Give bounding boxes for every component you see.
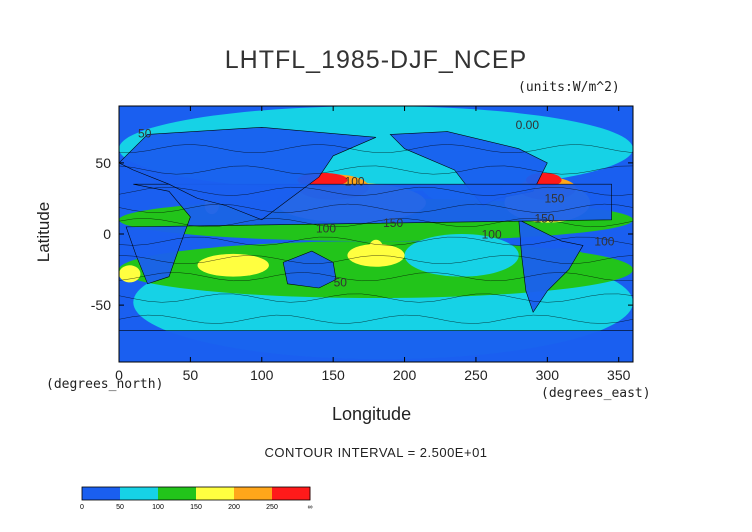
contour-label-4: 150 bbox=[534, 212, 554, 226]
colorbar-bin-0-25 bbox=[82, 487, 102, 500]
field-patch-13 bbox=[197, 253, 269, 277]
contour-line-4 bbox=[119, 236, 633, 246]
contour-line-1 bbox=[119, 293, 633, 303]
contour-label-6: 50 bbox=[138, 126, 152, 140]
units-label: (units:W/m^2) bbox=[518, 80, 620, 95]
contour-line-9 bbox=[119, 144, 633, 153]
colorbar-label-3: 150 bbox=[190, 504, 202, 511]
colorbar-label-6: ∞ bbox=[308, 504, 313, 511]
colorbar-label-1: 50 bbox=[116, 504, 124, 511]
contour-line-2 bbox=[119, 272, 633, 282]
contour-line-7 bbox=[119, 186, 633, 196]
x-tick-label-300: 300 bbox=[536, 367, 560, 383]
y-tick-label-50: 50 bbox=[95, 155, 111, 171]
field-patch-18 bbox=[368, 239, 384, 257]
colorbar-bin-25-50 bbox=[101, 487, 121, 500]
contour-label-0: 100 bbox=[345, 175, 365, 189]
contour-line-8 bbox=[119, 165, 633, 175]
colorbar-label-0: 0 bbox=[80, 504, 84, 511]
x-tick-label-200: 200 bbox=[393, 367, 417, 383]
x-tick-label-50: 50 bbox=[183, 367, 199, 383]
colorbar-label-5: 250 bbox=[266, 504, 278, 511]
contour-label-9: 0.00 bbox=[516, 118, 540, 132]
colorbar-bin-75-100 bbox=[139, 487, 159, 500]
colorbar-bin-100-125 bbox=[158, 487, 178, 500]
contour-line-5 bbox=[119, 218, 633, 228]
contour-label-1: 100 bbox=[316, 222, 336, 236]
x-axis-sublabel: (degrees_east) bbox=[541, 386, 651, 401]
eurasia-land bbox=[119, 126, 377, 221]
colorbar-bin-50-75 bbox=[120, 487, 140, 500]
contour-interval-note: CONTOUR INTERVAL = 2.500E+01 bbox=[264, 445, 488, 460]
x-axis-label: Longitude bbox=[332, 404, 412, 424]
contour-line-0 bbox=[119, 314, 633, 324]
contour-label-5: 50 bbox=[334, 276, 348, 290]
x-tick-label-150: 150 bbox=[321, 367, 345, 383]
contour-label-8: 100 bbox=[594, 234, 614, 248]
colorbar-bin-225-250 bbox=[253, 487, 273, 500]
colorbar-bin-175-200 bbox=[215, 487, 235, 500]
contour-label-3: 150 bbox=[383, 216, 403, 230]
colorbar-label-2: 100 bbox=[152, 504, 164, 511]
colorbar-bin-150-175 bbox=[196, 487, 216, 500]
x-tick-label-100: 100 bbox=[250, 367, 274, 383]
australia-land bbox=[282, 250, 337, 289]
x-tick-label-0: 0 bbox=[115, 367, 123, 383]
contour-label-2: 100 bbox=[482, 227, 502, 241]
y-tick-label-0: 0 bbox=[103, 226, 111, 242]
y-tick-label--50: -50 bbox=[91, 297, 111, 313]
antarctica-land bbox=[119, 330, 633, 362]
y-axis-sublabel: (degrees_north) bbox=[46, 377, 164, 392]
x-tick-label-250: 250 bbox=[464, 367, 488, 383]
chart-title: LHTFL_1985-DJF_NCEP bbox=[224, 46, 528, 74]
colorbar-frame bbox=[81, 486, 311, 501]
colorbar-bin-125-150 bbox=[177, 487, 197, 500]
x-tick-label-350: 350 bbox=[607, 367, 631, 383]
colorbar-bin-275-∞ bbox=[291, 487, 311, 500]
contour-line-3 bbox=[119, 255, 633, 264]
colorbar-label-4: 200 bbox=[228, 504, 240, 511]
contour-line-6 bbox=[119, 203, 633, 213]
colorbar-bin-200-225 bbox=[234, 487, 254, 500]
colorbar-bin-250-275 bbox=[272, 487, 292, 500]
south-america-land bbox=[518, 219, 584, 313]
field-patch-6 bbox=[404, 234, 519, 277]
contour-label-7: 150 bbox=[544, 192, 564, 206]
